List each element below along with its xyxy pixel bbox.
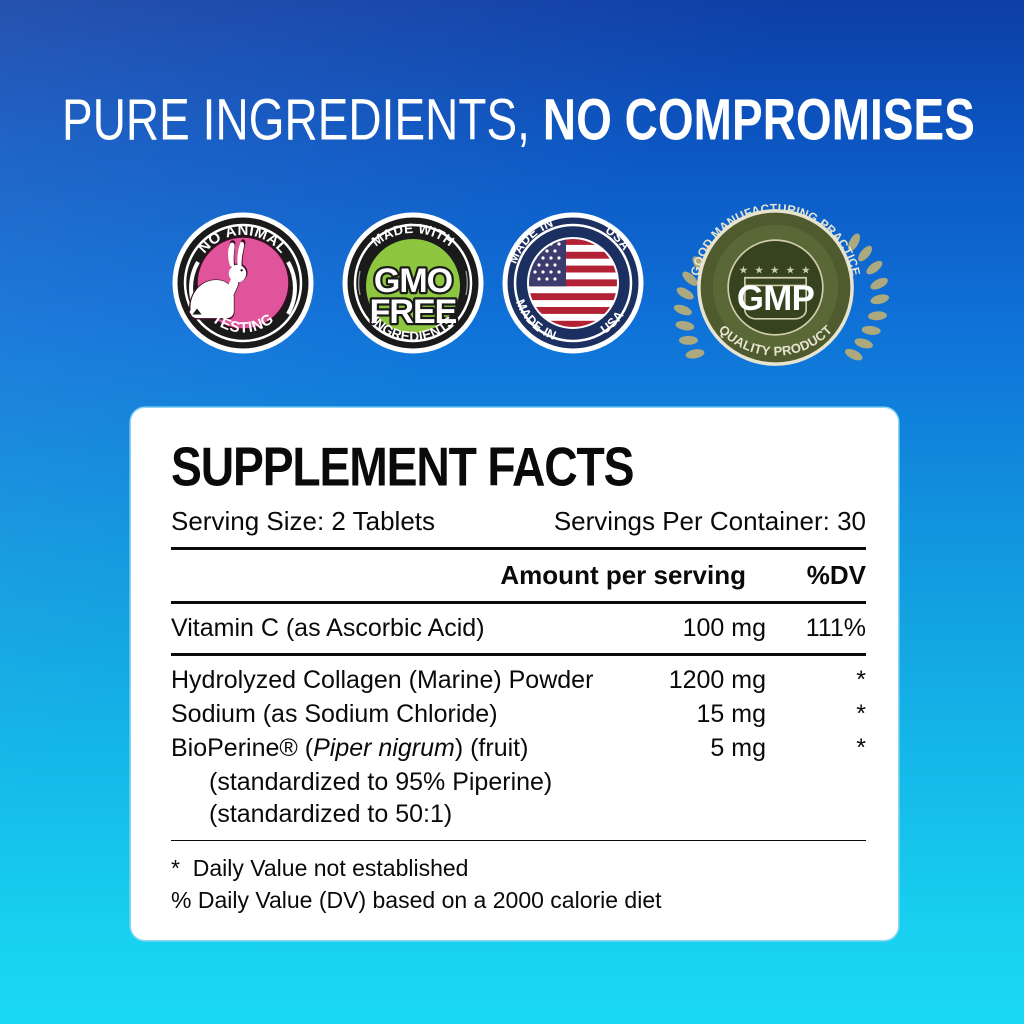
svg-text:GMP: GMP [737,279,815,318]
svg-text:★ ★ ★ ★ ★: ★ ★ ★ ★ ★ [739,266,812,277]
